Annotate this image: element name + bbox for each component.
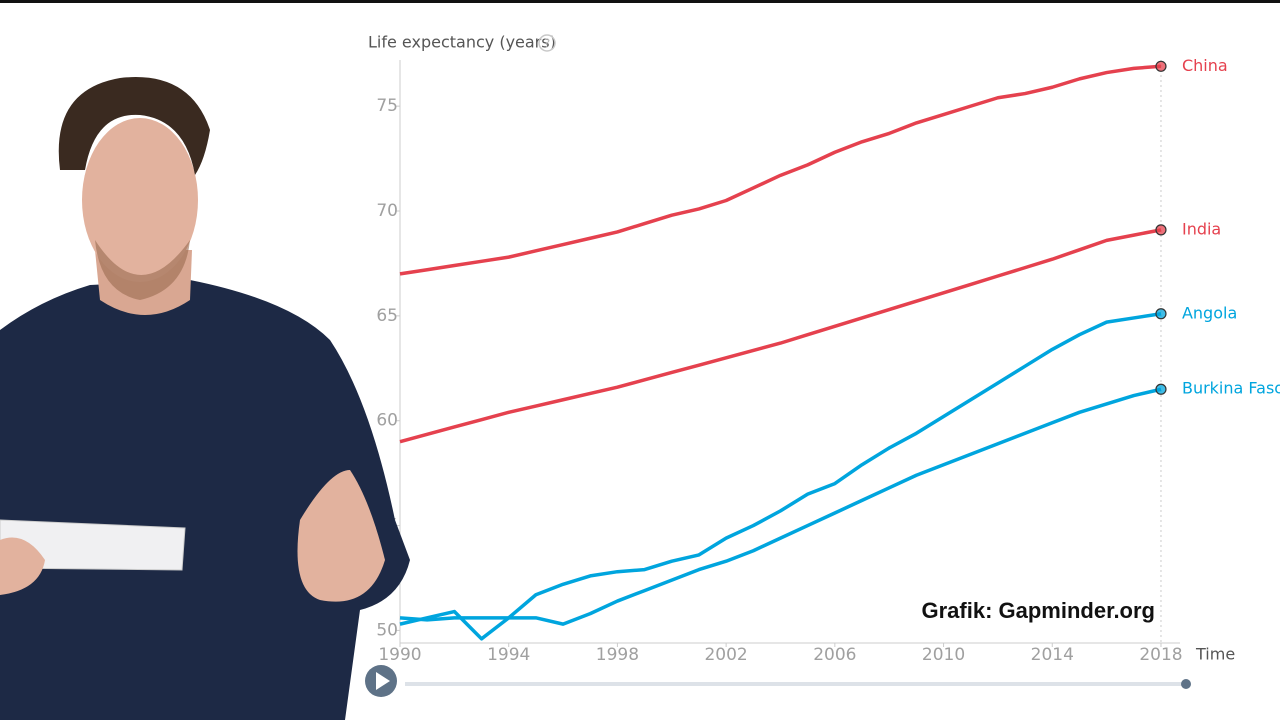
series-line [399,387,1162,626]
legend-label: China [1182,56,1228,75]
x-tick-label: 2002 [704,645,747,665]
caption: Grafik: Gapminder.org [922,598,1156,623]
shirt [0,280,410,720]
play-icon[interactable] [376,672,390,690]
y-tick-label: 75 [376,96,398,116]
series-line [399,312,1162,641]
x-tick-label: 2018 [1139,645,1182,665]
presenter [0,77,410,720]
plot: 5055606570751990199419982002200620102014… [376,56,1280,665]
hand [297,470,385,602]
face [82,118,198,282]
x-tick-label: 2010 [922,645,965,665]
y-tick-label: 65 [376,306,398,326]
x-tick-label: 2006 [813,645,856,665]
y-tick-label: 60 [376,411,398,431]
beard [95,240,190,300]
time-slider-handle[interactable] [1181,679,1191,689]
legend-label: India [1182,219,1221,238]
y-axis-title: Life expectancy (years) [368,33,556,52]
end-point [1155,383,1167,395]
x-axis-title: Time [1195,645,1235,664]
top-border [0,0,1280,3]
legend-label: Angola [1182,303,1237,322]
series-line [399,228,1162,444]
series-line [399,64,1162,276]
y-tick-label: 50 [376,620,398,640]
legend-label: Burkina Faso [1182,379,1280,398]
x-tick-label: 2014 [1031,645,1074,665]
x-tick-label: 1998 [596,645,639,665]
papers [0,519,186,571]
help-icon[interactable] [538,34,556,52]
x-tick-label: 1994 [487,645,530,665]
help-icon-text[interactable]: ? [544,37,550,51]
end-point [1155,224,1167,236]
left-hand [0,537,45,595]
x-tick-label: 1990 [378,645,421,665]
hair [58,77,210,175]
y-tick-label: 70 [376,201,398,221]
end-point [1155,60,1167,72]
end-point [1155,308,1167,320]
